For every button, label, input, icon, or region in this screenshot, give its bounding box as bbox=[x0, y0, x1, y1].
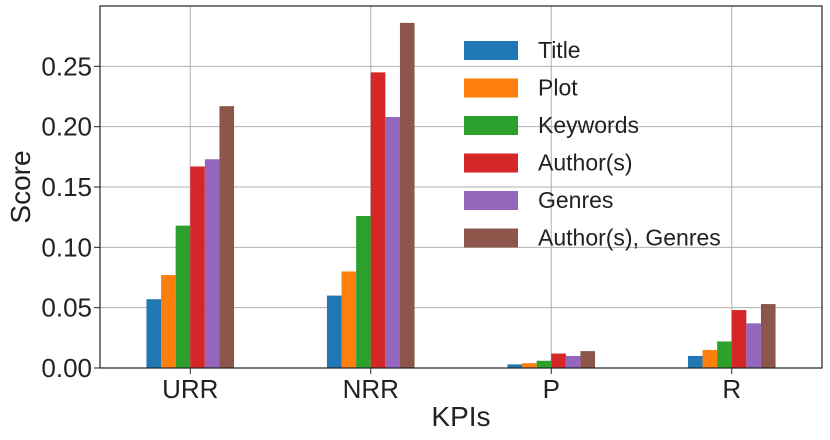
bar-author-s-genres-nrr bbox=[399, 22, 415, 368]
y-tick-label: 0.05 bbox=[41, 293, 92, 323]
legend: Title Plot Keywords Author(s) Genres Author(s… bbox=[464, 37, 721, 251]
x-tick-label: P bbox=[543, 374, 560, 404]
bar-genres-r bbox=[746, 323, 761, 368]
bar-plot-p bbox=[522, 363, 537, 368]
bar-keywords-urr bbox=[175, 225, 191, 368]
bar-keywords-r bbox=[717, 341, 732, 368]
x-tick-label: NRR bbox=[343, 374, 399, 404]
bar-genres-urr bbox=[204, 159, 220, 368]
bar-genres-p bbox=[565, 355, 581, 368]
legend-swatch bbox=[464, 116, 518, 135]
bar-genres-nrr bbox=[385, 117, 400, 368]
y-tick-label: 0.25 bbox=[41, 51, 92, 81]
legend-swatch bbox=[464, 228, 518, 248]
y-axis-ticks: 0.00 0.05 0.10 0.15 0.20 0.25 bbox=[41, 51, 100, 383]
x-axis-ticks: URR NRR P R bbox=[162, 368, 741, 404]
bar-title-p bbox=[507, 364, 523, 368]
legend-label: Title bbox=[538, 37, 581, 63]
bar-keywords-p bbox=[536, 360, 552, 368]
bar-plot-urr bbox=[161, 275, 176, 368]
y-tick-label: 0.00 bbox=[41, 353, 92, 383]
bar-plot-nrr bbox=[341, 271, 357, 368]
y-tick-label: 0.15 bbox=[41, 172, 92, 202]
x-tick-label: URR bbox=[162, 374, 218, 404]
y-tick-label: 0.20 bbox=[41, 112, 92, 142]
bar-keywords-nrr bbox=[356, 215, 371, 368]
x-axis-label: KPIs bbox=[431, 401, 490, 432]
bar-plot-r bbox=[702, 349, 718, 368]
legend-swatch bbox=[464, 191, 518, 210]
legend-label: Author(s), Genres bbox=[538, 225, 721, 251]
bar-author-s-nrr bbox=[370, 72, 386, 368]
bar-title-nrr bbox=[326, 295, 342, 368]
bar-author-s-genres-urr bbox=[219, 106, 235, 369]
legend-label: Genres bbox=[538, 187, 613, 213]
bar-author-s-urr bbox=[190, 166, 205, 368]
bar-author-s-genres-p bbox=[580, 351, 596, 368]
legend-swatch bbox=[464, 78, 518, 98]
bar-title-r bbox=[687, 355, 703, 368]
bar-author-s-r bbox=[731, 310, 747, 368]
bar-author-s-genres-r bbox=[760, 304, 776, 368]
legend-label: Author(s) bbox=[538, 150, 633, 176]
legend-swatch bbox=[464, 153, 518, 173]
x-tick-label: R bbox=[722, 374, 741, 404]
y-tick-label: 0.10 bbox=[41, 232, 92, 262]
y-axis-label: Score bbox=[5, 150, 36, 223]
legend-swatch bbox=[464, 41, 518, 60]
bar-title-urr bbox=[146, 299, 162, 368]
bar-author-s-p bbox=[551, 353, 566, 368]
legend-label: Plot bbox=[538, 75, 578, 101]
bars bbox=[146, 22, 776, 369]
legend-label: Keywords bbox=[538, 112, 639, 138]
